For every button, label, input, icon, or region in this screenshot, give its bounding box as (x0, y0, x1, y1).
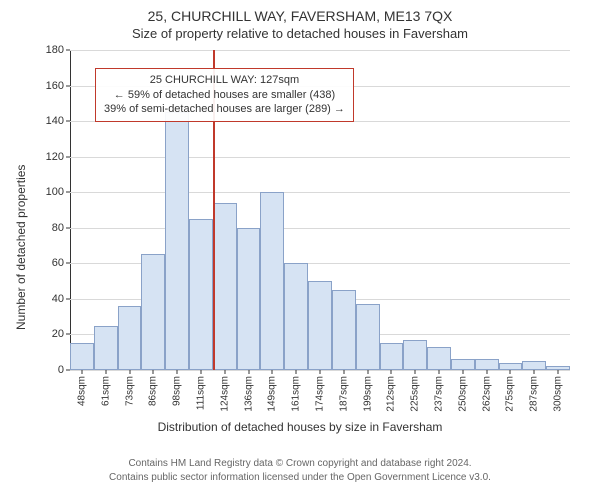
histogram-bar (165, 112, 189, 370)
histogram-bar (499, 363, 523, 370)
histogram-bar (332, 290, 356, 370)
x-tick-mark (534, 370, 535, 374)
gridline (70, 50, 570, 51)
x-tick-label: 149sqm (267, 376, 278, 412)
x-tick-mark (177, 370, 178, 374)
subtitle: Size of property relative to detached ho… (0, 26, 600, 41)
annotation-line: 39% of semi-detached houses are larger (… (104, 102, 345, 117)
page-title: 25, CHURCHILL WAY, FAVERSHAM, ME13 7QX (0, 8, 600, 24)
x-tick-mark (343, 370, 344, 374)
annotation-line: 25 CHURCHILL WAY: 127sqm (104, 73, 345, 88)
histogram-bar (284, 263, 308, 370)
x-tick-mark (248, 370, 249, 374)
annotation-line: ← 59% of detached houses are smaller (43… (104, 88, 345, 103)
x-tick-mark (558, 370, 559, 374)
x-tick-label: 161sqm (291, 376, 302, 412)
x-tick-mark (105, 370, 106, 374)
x-tick-label: 174sqm (315, 376, 326, 412)
y-tick-label: 100 (46, 186, 70, 198)
x-tick-label: 199sqm (362, 376, 373, 412)
x-tick-label: 86sqm (148, 376, 159, 406)
x-tick-mark (391, 370, 392, 374)
x-tick-label: 250sqm (457, 376, 468, 412)
x-tick-label: 187sqm (338, 376, 349, 412)
gridline (70, 228, 570, 229)
y-tick-label: 160 (46, 80, 70, 92)
x-tick-label: 262sqm (481, 376, 492, 412)
histogram-bar (475, 359, 499, 370)
histogram-bar (70, 343, 94, 370)
x-tick-mark (320, 370, 321, 374)
histogram-bar (237, 228, 261, 370)
footer-line-1: Contains HM Land Registry data © Crown c… (0, 458, 600, 469)
figure: 25, CHURCHILL WAY, FAVERSHAM, ME13 7QX S… (0, 0, 600, 500)
x-tick-label: 61sqm (100, 376, 111, 406)
x-tick-mark (153, 370, 154, 374)
x-tick-label: 48sqm (76, 376, 87, 406)
x-tick-mark (462, 370, 463, 374)
x-tick-label: 287sqm (529, 376, 540, 412)
x-tick-label: 237sqm (434, 376, 445, 412)
histogram-bar (403, 340, 427, 370)
x-tick-label: 124sqm (219, 376, 230, 412)
histogram-bar (380, 343, 404, 370)
histogram-bar (260, 192, 284, 370)
y-tick-label: 60 (52, 257, 70, 269)
histogram-bar (118, 306, 142, 370)
x-tick-mark (129, 370, 130, 374)
footer-line-2: Contains public sector information licen… (0, 472, 600, 483)
histogram-bar (451, 359, 475, 370)
x-tick-label: 275sqm (505, 376, 516, 412)
x-tick-mark (486, 370, 487, 374)
y-axis-label: Number of detached properties (14, 165, 28, 330)
x-tick-label: 98sqm (172, 376, 183, 406)
histogram-bar (213, 203, 237, 370)
x-tick-label: 73sqm (124, 376, 135, 406)
x-tick-mark (415, 370, 416, 374)
x-tick-label: 212sqm (386, 376, 397, 412)
x-tick-mark (510, 370, 511, 374)
y-tick-label: 80 (52, 222, 70, 234)
x-tick-mark (81, 370, 82, 374)
y-tick-label: 40 (52, 293, 70, 305)
y-tick-label: 0 (58, 364, 70, 376)
histogram-plot: 02040608010012014016018048sqm61sqm73sqm8… (70, 50, 570, 370)
y-tick-label: 120 (46, 151, 70, 163)
y-tick-label: 140 (46, 115, 70, 127)
x-axis-label: Distribution of detached houses by size … (0, 420, 600, 434)
x-tick-mark (272, 370, 273, 374)
x-tick-label: 225sqm (410, 376, 421, 412)
gridline (70, 157, 570, 158)
x-tick-label: 136sqm (243, 376, 254, 412)
histogram-bar (141, 254, 165, 370)
y-tick-label: 180 (46, 44, 70, 56)
y-tick-label: 20 (52, 328, 70, 340)
histogram-bar (522, 361, 546, 370)
x-tick-mark (200, 370, 201, 374)
x-tick-mark (224, 370, 225, 374)
histogram-bar (94, 326, 118, 370)
x-tick-mark (296, 370, 297, 374)
histogram-bar (308, 281, 332, 370)
annotation-box: 25 CHURCHILL WAY: 127sqm← 59% of detache… (95, 68, 354, 123)
x-tick-mark (439, 370, 440, 374)
x-tick-mark (367, 370, 368, 374)
x-tick-label: 111sqm (195, 376, 206, 410)
gridline (70, 192, 570, 193)
histogram-bar (427, 347, 451, 370)
histogram-bar (189, 219, 213, 370)
histogram-bar (356, 304, 380, 370)
x-tick-label: 300sqm (553, 376, 564, 412)
